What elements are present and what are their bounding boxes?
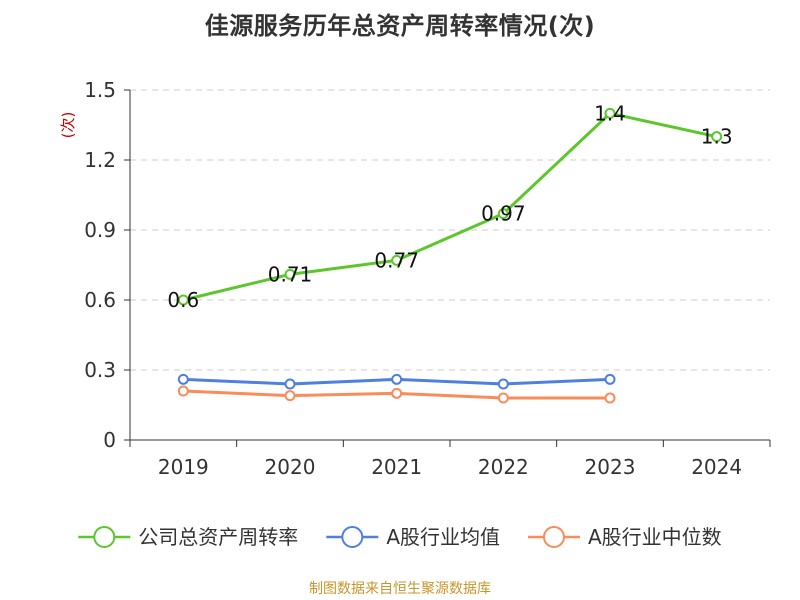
legend-label: A股行业均值: [386, 525, 500, 549]
y-tick-label: 1.2: [84, 148, 116, 172]
axes: 0 0.3 0.6 0.9 1.2 1.5 2019 2020 2021 2022 2023 2024…: [59, 78, 771, 479]
data-labels: 0.6 0.71 0.77 0.97 1.4 1.3: [167, 101, 732, 312]
data-point: [604, 373, 616, 385]
y-tick-label: 0.6: [84, 288, 116, 312]
data-point: [391, 373, 403, 385]
data-point: [177, 385, 189, 397]
y-axis-label: (次): [59, 112, 77, 139]
x-tick-label: 2019: [158, 455, 209, 479]
data-label: 0.97: [481, 202, 526, 226]
legend-item: 公司总资产周转率: [78, 525, 298, 549]
source-note: 制图数据来自恒生聚源数据库: [309, 581, 491, 597]
y-tick-label: 0.9: [84, 218, 116, 242]
data-label: 0.77: [374, 248, 419, 272]
legend-item: A股行业均值: [326, 525, 500, 549]
x-tick-label: 2020: [265, 455, 316, 479]
legend-marker: [93, 526, 116, 548]
series-line: [182, 111, 717, 302]
y-tick-label: 0: [103, 428, 116, 452]
series-lines: [177, 107, 723, 404]
data-point: [711, 131, 723, 143]
legend-marker: [543, 526, 565, 548]
grid-lines: [130, 89, 770, 371]
data-point: [391, 387, 403, 399]
legend: 公司总资产周转率 A股行业均值 A股行业中位数: [78, 525, 722, 549]
data-point: [177, 294, 189, 306]
data-point: [497, 392, 509, 404]
data-label: 0.71: [268, 262, 313, 286]
data-point: [284, 390, 296, 402]
y-tick-label: 0.3: [84, 358, 116, 382]
legend-label: A股行业中位数: [588, 525, 722, 549]
data-point: [391, 254, 403, 266]
x-tick-label: 2021: [371, 455, 422, 479]
data-point: [284, 268, 296, 280]
chart-title: 佳源服务历年总资产周转率情况(次): [204, 12, 596, 40]
data-label: 1.4: [594, 101, 626, 125]
x-tick-label: 2023: [585, 455, 636, 479]
x-tick-label: 2024: [691, 455, 742, 479]
x-tick-label: 2022: [478, 455, 529, 479]
y-tick-label: 1.5: [84, 78, 116, 102]
legend-label: 公司总资产周转率: [138, 525, 298, 549]
data-point: [497, 208, 509, 220]
legend-item: A股行业中位数: [528, 525, 722, 549]
data-point: [284, 378, 296, 390]
data-label: 0.6: [167, 288, 199, 312]
data-point: [177, 373, 189, 385]
data-label: 1.3: [701, 125, 733, 149]
data-point: [497, 378, 509, 390]
data-point: [604, 107, 616, 119]
data-point: [604, 392, 616, 404]
legend-marker: [341, 526, 364, 548]
